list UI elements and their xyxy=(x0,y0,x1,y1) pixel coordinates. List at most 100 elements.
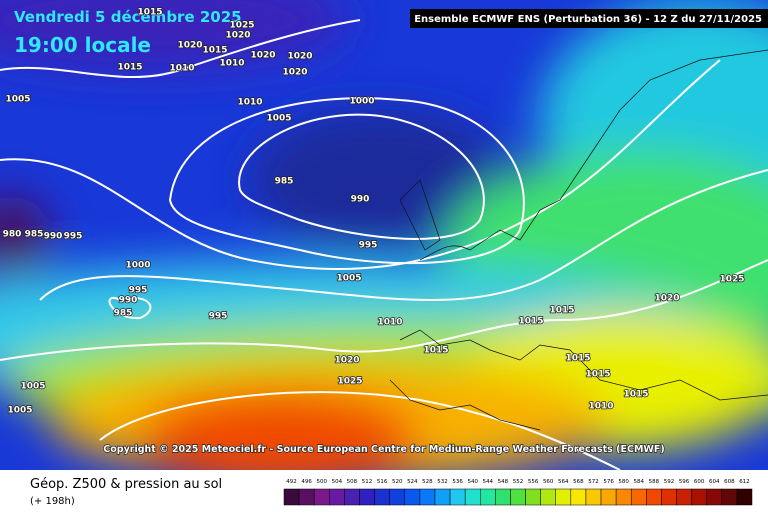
scale-swatch xyxy=(600,488,617,506)
scale-swatch xyxy=(419,488,436,506)
scale-label: 580 xyxy=(618,479,629,485)
isobar-label: 1025 xyxy=(719,275,744,285)
scale-label: 516 xyxy=(377,479,388,485)
scale-label: 508 xyxy=(347,479,358,485)
scale-swatch xyxy=(585,488,602,506)
scale-swatch xyxy=(434,488,451,506)
isobar-label: 995 xyxy=(209,312,228,322)
scale-label: 544 xyxy=(483,479,494,485)
isobar-label: 985 xyxy=(275,177,294,187)
scale-label: 592 xyxy=(664,479,675,485)
isobar-label: 990 xyxy=(44,232,63,242)
scale-swatch xyxy=(495,488,511,506)
isobar-label: 1015 xyxy=(565,354,590,364)
isobar-label: 1010 xyxy=(169,64,194,74)
isobar-label: 1005 xyxy=(5,95,30,105)
isobar-label: 985 xyxy=(25,230,44,240)
isobar-label: 980 xyxy=(3,230,22,240)
isobar-label: 1020 xyxy=(177,41,202,51)
isobar-label: 1010 xyxy=(377,318,402,328)
isobar-label: 1015 xyxy=(585,370,610,380)
scale-swatch xyxy=(389,488,406,506)
isobar-label: 1005 xyxy=(7,406,32,416)
scale-label: 548 xyxy=(498,479,509,485)
forecast-time: 19:00 locale xyxy=(14,33,151,57)
isobars xyxy=(0,19,768,471)
scale-label: 576 xyxy=(603,479,614,485)
scale-label: 536 xyxy=(452,479,463,485)
field xyxy=(0,0,768,490)
scale-label: 584 xyxy=(634,479,645,485)
isobar-label: 1020 xyxy=(287,52,312,62)
scale-label: 504 xyxy=(332,479,343,485)
scale-label: 520 xyxy=(392,479,403,485)
scale-label: 572 xyxy=(588,479,599,485)
isobar-label: 1020 xyxy=(250,51,275,61)
scale-label: 588 xyxy=(649,479,660,485)
scale-swatch xyxy=(706,488,723,506)
isobar-label: 1010 xyxy=(219,59,244,69)
scale-swatch xyxy=(570,488,587,506)
copyright: Copyright © 2025 Meteociel.fr - Source E… xyxy=(103,444,664,455)
scale-label: 604 xyxy=(709,479,720,485)
isobar-label: 1010 xyxy=(588,402,613,412)
scale-swatch xyxy=(736,488,753,506)
scale-swatch xyxy=(283,488,300,506)
forecast-date: Vendredi 5 décembre 2025 xyxy=(14,8,242,26)
scale-swatch xyxy=(359,488,375,506)
isobar-label: 995 xyxy=(129,286,148,296)
isobar-label: 1015 xyxy=(623,390,648,400)
scale-swatch xyxy=(555,488,572,506)
isobar-label: 1020 xyxy=(334,356,359,366)
scale-label: 564 xyxy=(558,479,569,485)
isobar-label: 1000 xyxy=(125,261,150,271)
scale-swatch xyxy=(721,488,738,506)
scale-swatch xyxy=(404,488,421,506)
scale-swatch xyxy=(344,488,360,506)
isobar-label: 1015 xyxy=(117,63,142,73)
scale-swatch xyxy=(646,488,662,506)
coastlines xyxy=(389,49,768,431)
isobar-label: 985 xyxy=(114,309,133,319)
scale-label: 512 xyxy=(362,479,373,485)
scale-swatch xyxy=(676,488,692,506)
scale-label: 528 xyxy=(422,479,433,485)
scale-swatch xyxy=(661,488,677,506)
color-scale: 492 496 500 504 508 512 516 520 524 528 532 536 540 5… xyxy=(283,479,753,506)
scale-label: 496 xyxy=(301,479,312,485)
scale-swatch xyxy=(540,488,556,506)
isobar-label: 1020 xyxy=(225,31,250,41)
isobar-label: 990 xyxy=(351,195,370,205)
isobar-label: 1010 xyxy=(237,98,262,108)
scale-swatch xyxy=(464,488,481,506)
scale-label: 608 xyxy=(724,479,735,485)
isobar-label: 1005 xyxy=(266,114,291,124)
scale-swatch xyxy=(298,488,315,506)
isobar-label: 1000 xyxy=(349,97,374,107)
scale-swatch xyxy=(510,488,526,506)
scale-swatch xyxy=(449,488,466,506)
footer-title: Géop. Z500 & pression au sol xyxy=(30,477,222,492)
scale-label: 560 xyxy=(543,479,554,485)
isobar-label: 995 xyxy=(359,241,378,251)
model-info: Ensemble ECMWF ENS (Perturbation 36) - 1… xyxy=(414,14,762,25)
scale-label: 492 xyxy=(286,479,297,485)
isobar-label: 1015 xyxy=(423,346,448,356)
scale-label: 540 xyxy=(467,479,478,485)
isobar-label: 1020 xyxy=(654,294,679,304)
scale-label: 600 xyxy=(694,479,705,485)
scale-swatch xyxy=(480,488,496,506)
scale-label: 532 xyxy=(437,479,448,485)
scale-swatch xyxy=(313,488,330,506)
scale-label: 596 xyxy=(679,479,690,485)
scale-label: 556 xyxy=(528,479,539,485)
isobar-label: 1005 xyxy=(20,382,45,392)
isobar-label: 1020 xyxy=(282,68,307,78)
scale-swatch xyxy=(615,488,632,506)
scale-label: 552 xyxy=(513,479,524,485)
isobar-label: 1015 xyxy=(518,317,543,327)
scale-label: 524 xyxy=(407,479,418,485)
scale-swatch xyxy=(630,488,647,506)
